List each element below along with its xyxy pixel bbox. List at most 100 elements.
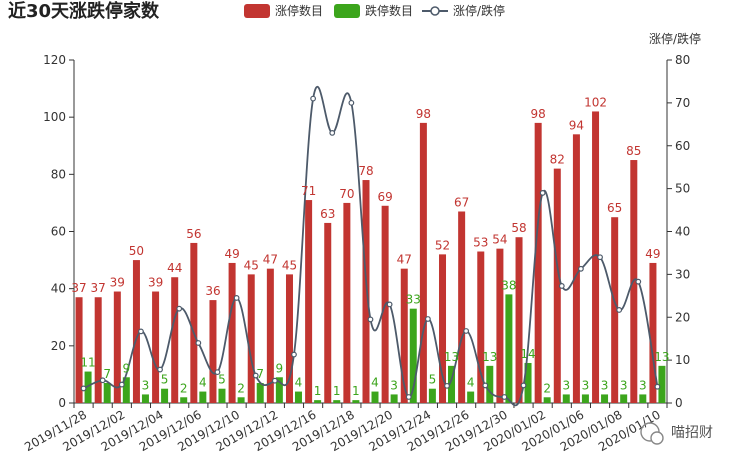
limit-up-bar[interactable] [113, 291, 121, 403]
limit-up-bar[interactable] [553, 168, 561, 403]
legend-swatch-limit-up[interactable] [244, 4, 270, 18]
limit-up-bar[interactable] [496, 248, 504, 403]
limit-up-bar[interactable] [190, 242, 198, 403]
limit-up-bar[interactable] [228, 262, 236, 403]
ratio-point[interactable] [463, 328, 470, 334]
limit-up-bar[interactable] [649, 262, 657, 403]
limit-down-bar[interactable] [333, 400, 341, 403]
ratio-point[interactable] [520, 382, 527, 389]
ratio-point[interactable] [405, 394, 412, 400]
ratio-point[interactable] [176, 305, 183, 312]
ratio-point[interactable] [233, 295, 240, 301]
limit-up-bar[interactable] [515, 237, 523, 403]
ratio-point[interactable] [252, 372, 259, 379]
limit-up-bar[interactable] [362, 180, 370, 403]
legend-label-limit-down[interactable]: 跌停数目 [365, 3, 413, 18]
ratio-point[interactable] [501, 394, 508, 400]
limit-down-bar[interactable] [103, 382, 111, 403]
limit-up-bar[interactable] [305, 200, 313, 403]
limit-down-bar[interactable] [505, 294, 513, 403]
legend-label-limit-up[interactable]: 涨停数目 [275, 3, 323, 18]
limit-up-value-label: 39 [148, 276, 163, 290]
ratio-point[interactable] [558, 283, 565, 289]
limit-up-bar[interactable] [534, 122, 542, 403]
limit-down-bar[interactable] [620, 394, 628, 403]
limit-down-bar[interactable] [352, 400, 360, 403]
limit-up-bar[interactable] [477, 251, 485, 403]
ratio-point[interactable] [329, 129, 336, 136]
limit-up-bar[interactable] [611, 217, 619, 403]
ratio-point[interactable] [616, 307, 623, 313]
limit-down-bar[interactable] [314, 400, 322, 403]
ratio-point[interactable] [80, 385, 87, 392]
limit-up-bar[interactable] [132, 260, 140, 403]
limit-down-bar[interactable] [467, 391, 475, 403]
limit-up-bar[interactable] [75, 297, 83, 403]
ratio-point[interactable] [635, 278, 642, 285]
ratio-point[interactable] [539, 190, 546, 196]
limit-up-bar[interactable] [572, 134, 580, 404]
limit-up-bar[interactable] [324, 222, 332, 403]
limit-down-bar[interactable] [180, 397, 188, 403]
limit-up-bar[interactable] [247, 274, 255, 403]
limit-down-bar[interactable] [543, 397, 551, 403]
limit-up-bar[interactable] [400, 268, 408, 403]
limit-down-bar[interactable] [294, 391, 302, 403]
limit-up-bar[interactable] [266, 268, 274, 403]
ratio-point[interactable] [138, 328, 144, 335]
legend-marker-ratio[interactable] [430, 6, 440, 16]
limit-up-bar[interactable] [209, 300, 217, 403]
limit-up-bar[interactable] [592, 111, 600, 403]
ratio-point[interactable] [271, 377, 278, 384]
limit-down-bar[interactable] [199, 391, 207, 403]
limit-down-bar[interactable] [658, 365, 666, 403]
limit-down-bar[interactable] [448, 365, 456, 403]
limit-down-bar[interactable] [581, 394, 589, 403]
limit-down-bar[interactable] [256, 382, 264, 403]
limit-up-bar[interactable] [419, 122, 427, 403]
ratio-point[interactable] [157, 366, 163, 373]
ratio-point[interactable] [482, 382, 489, 389]
limit-down-bar[interactable] [275, 377, 283, 403]
limit-down-bar[interactable] [639, 394, 647, 403]
limit-down-bar[interactable] [428, 388, 436, 403]
limit-down-bar[interactable] [601, 394, 609, 403]
limit-down-bar[interactable] [390, 394, 398, 403]
ratio-point[interactable] [348, 99, 355, 106]
ratio-point[interactable] [367, 316, 374, 323]
ratio-point[interactable] [310, 95, 317, 102]
limit-down-bar[interactable] [161, 388, 169, 403]
ratio-point[interactable] [654, 383, 661, 390]
ratio-point[interactable] [597, 254, 603, 261]
limit-up-bar[interactable] [439, 254, 447, 403]
limit-down-bar[interactable] [141, 394, 149, 403]
limit-up-bar[interactable] [458, 211, 466, 403]
ratio-point[interactable] [578, 265, 584, 272]
legend-label-ratio[interactable]: 涨停/跌停 [453, 3, 505, 18]
limit-up-value-label: 56 [186, 227, 201, 241]
ratio-point[interactable] [214, 369, 221, 376]
ratio-point[interactable] [118, 381, 125, 388]
limit-up-bar[interactable] [94, 297, 102, 403]
ratio-point[interactable] [444, 382, 450, 389]
limit-down-bar[interactable] [237, 397, 245, 403]
ratio-point[interactable] [195, 340, 202, 346]
ratio-point[interactable] [424, 316, 431, 322]
ratio-point[interactable] [99, 377, 106, 384]
ratio-point[interactable] [291, 351, 297, 358]
limit-down-bar[interactable] [562, 394, 570, 403]
limit-down-bar[interactable] [218, 388, 226, 403]
limit-down-bar[interactable] [524, 362, 532, 403]
ratio-point[interactable] [386, 301, 393, 308]
legend[interactable]: 涨停数目 跌停数目 涨停/跌停 [244, 3, 505, 18]
limit-up-bar[interactable] [285, 274, 293, 403]
limit-down-bar[interactable] [486, 365, 494, 403]
limit-up-bar[interactable] [343, 202, 351, 403]
limit-down-bar[interactable] [371, 391, 379, 403]
limit-up-bar[interactable] [152, 291, 160, 403]
limit-down-bar[interactable] [409, 308, 417, 403]
limit-down-bar[interactable] [84, 371, 92, 403]
limit-down-bar[interactable] [122, 377, 130, 403]
limit-up-bar[interactable] [171, 277, 179, 403]
legend-swatch-limit-down[interactable] [334, 4, 360, 18]
